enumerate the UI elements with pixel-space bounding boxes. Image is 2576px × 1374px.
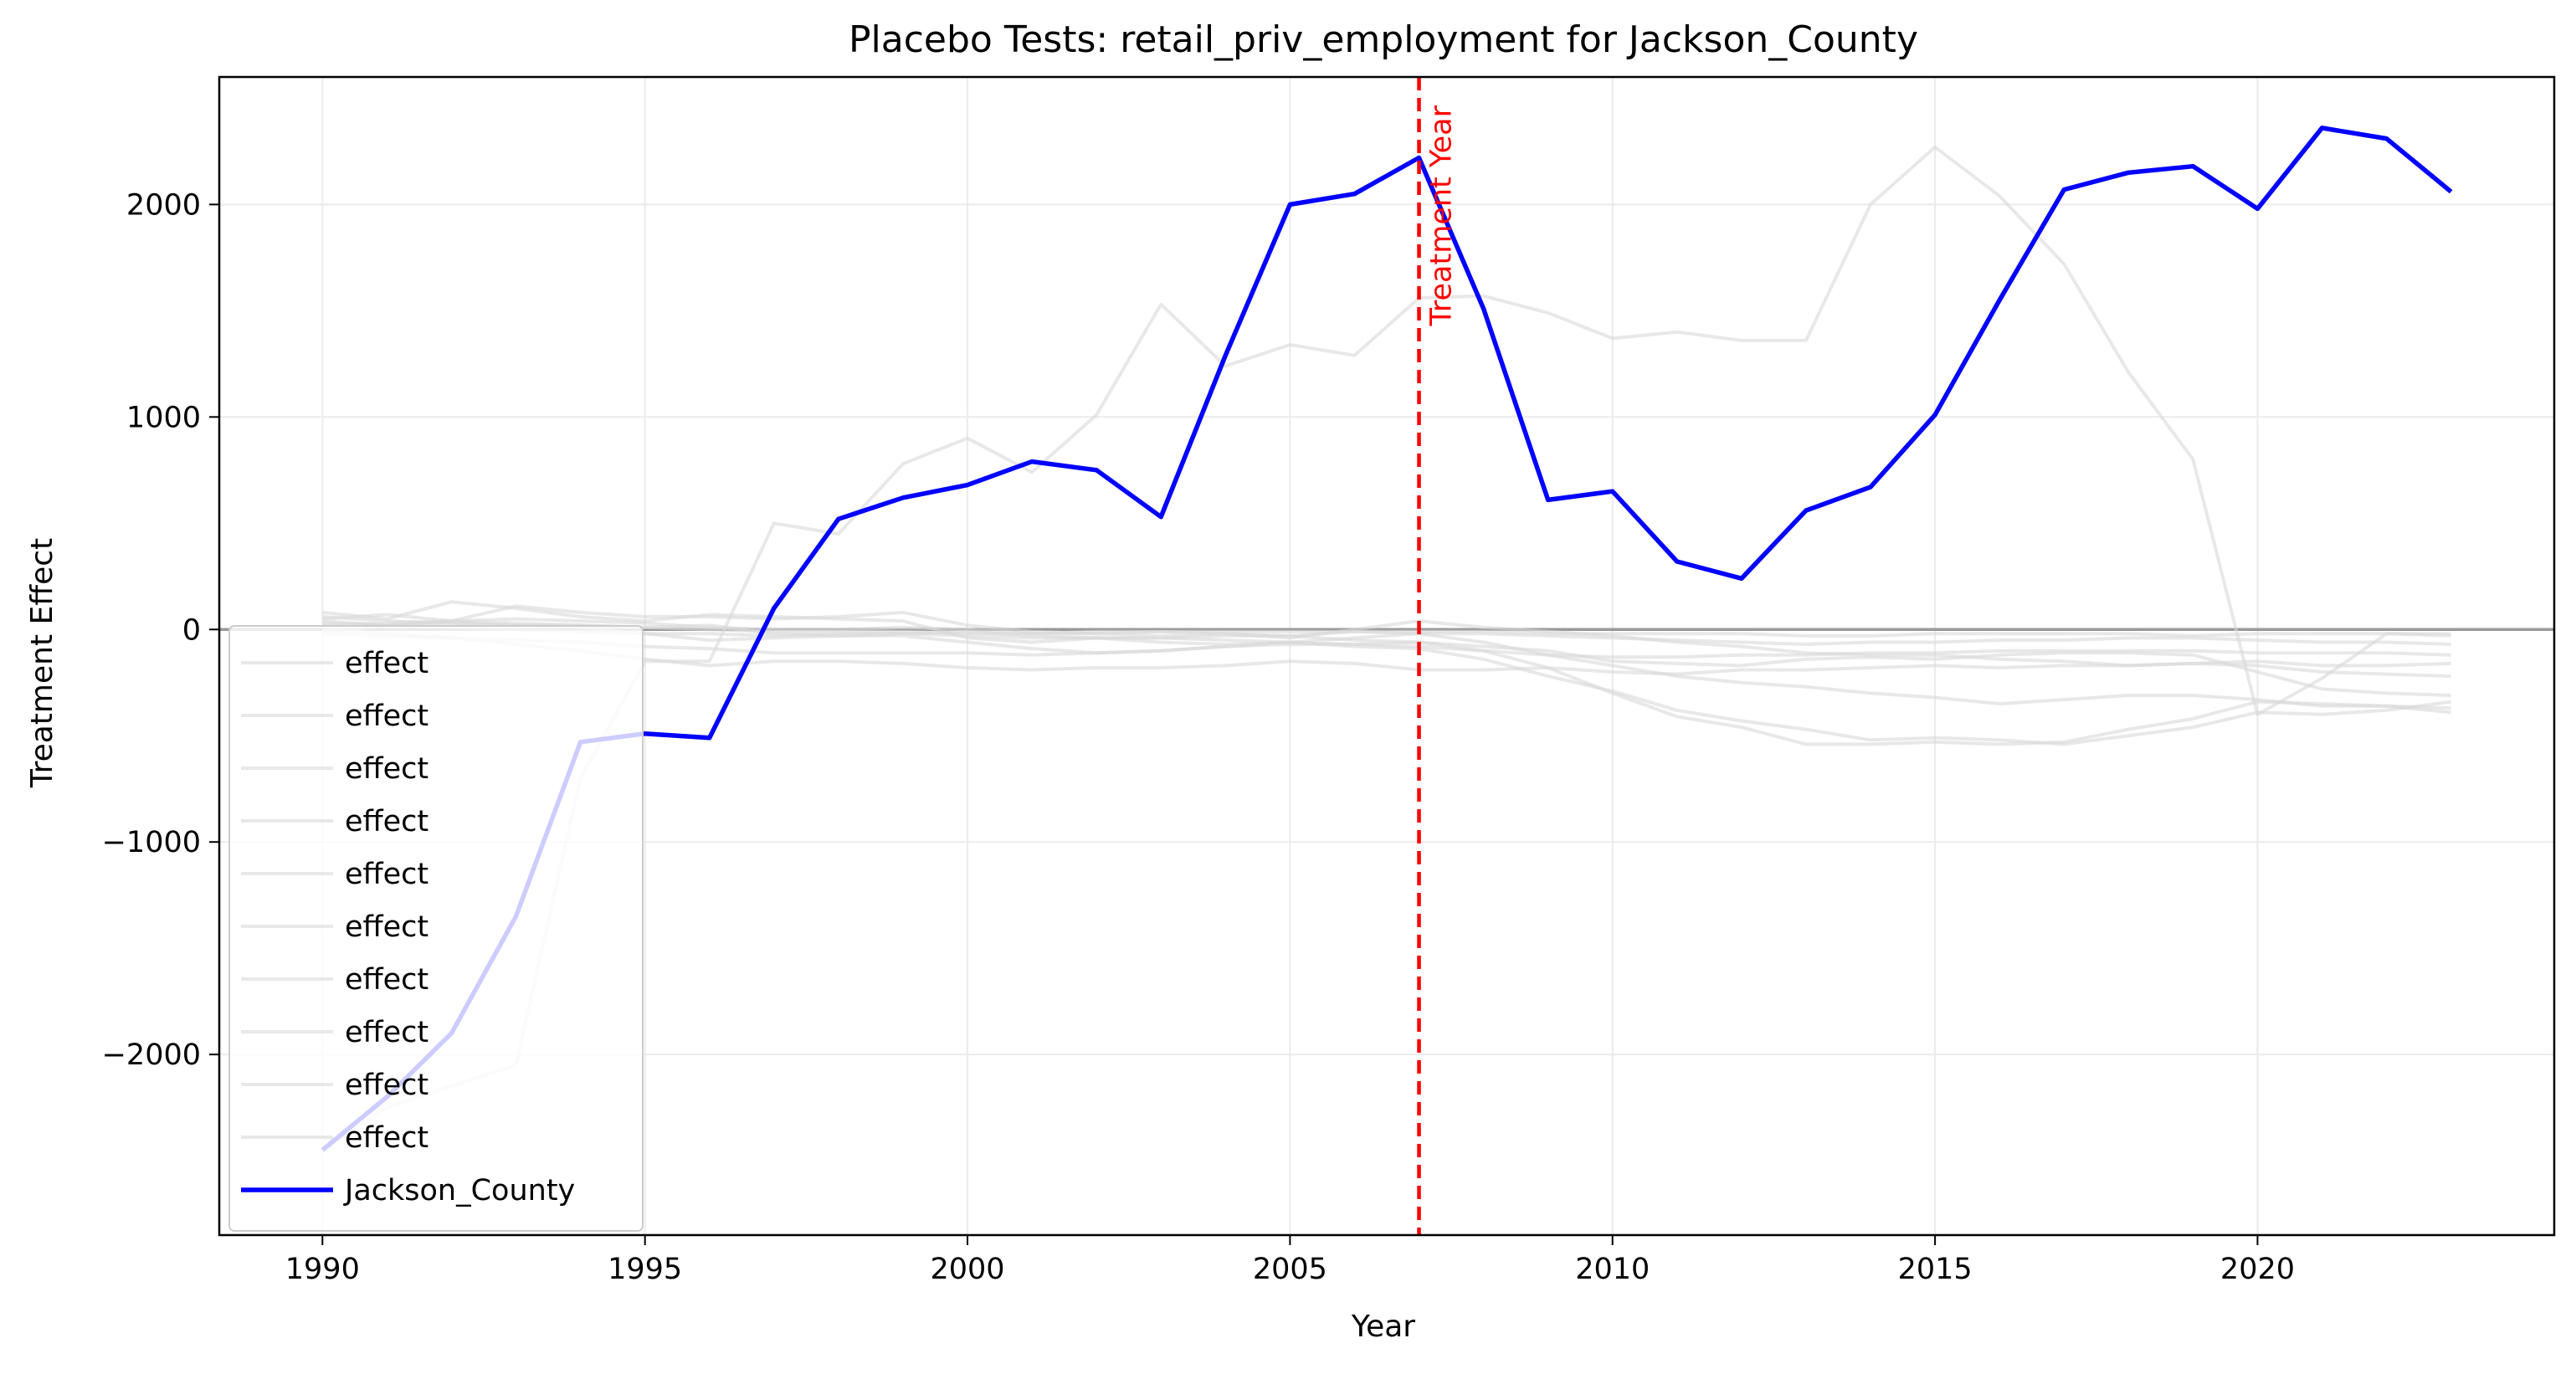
y-axis-label: Treatment Effect [25, 538, 59, 788]
legend-label: effect [345, 910, 428, 944]
legend-label: effect [345, 805, 428, 838]
legend-box [228, 625, 644, 1232]
series-line-jackson-county [321, 126, 2453, 1152]
legend-label: effect [345, 1016, 428, 1049]
legend-label: effect [345, 858, 428, 891]
legend-label: effect [345, 647, 428, 680]
x-tick-label: 1995 [608, 1253, 682, 1286]
legend: effect effect effect effect effect effect effe… [228, 625, 644, 1232]
x-tick-label: 2000 [930, 1253, 1004, 1286]
x-tick-label: 2010 [1575, 1253, 1650, 1286]
chart-title: Placebo Tests: retail_priv_employment fo… [849, 18, 1918, 61]
treatment-marker: Treatment Year [1417, 77, 1459, 1235]
x-tick-label: 2005 [1253, 1253, 1327, 1286]
x-tick-label: 2020 [2220, 1253, 2295, 1286]
legend-label: Jackson_County [343, 1174, 575, 1207]
plot-area-frame [218, 75, 2556, 1237]
y-tick-label: 1000 [126, 401, 201, 434]
series-line-effect [322, 621, 2451, 697]
series-line-effect [322, 619, 2451, 746]
legend-label: effect [345, 700, 428, 733]
x-axis-label: Year [1351, 1310, 1415, 1344]
y-tick-label: −2000 [102, 1038, 201, 1072]
series-line-effect [322, 628, 2451, 679]
series-line-effect [322, 632, 2451, 657]
y-tick-label: 0 [182, 613, 201, 647]
series-line-effect [322, 615, 2451, 638]
treatment-year-label: Treatment Year [1425, 105, 1459, 326]
legend-label: effect [345, 1069, 428, 1102]
y-tick-label: −1000 [102, 826, 201, 859]
y-tick-label: 2000 [126, 188, 201, 222]
y-axis-ticks: −2000 −1000 0 1000 2000 [102, 188, 219, 1072]
series-line-effect [322, 619, 2451, 659]
legend-label: effect [345, 1121, 428, 1155]
x-axis-ticks: 1990 1995 2000 2005 2010 2015 2020 [285, 1235, 2295, 1286]
legend-label: effect [345, 963, 428, 997]
x-tick-label: 2015 [1898, 1253, 1973, 1286]
series-lines [321, 126, 2453, 1152]
x-tick-label: 1990 [285, 1253, 360, 1286]
legend-label: effect [345, 752, 428, 786]
